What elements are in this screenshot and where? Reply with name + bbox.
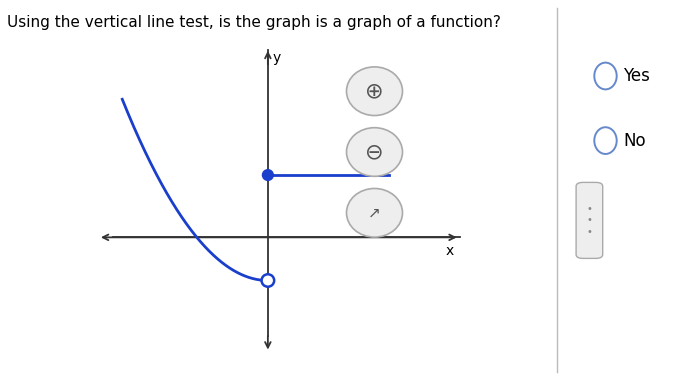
Text: •: •	[587, 204, 592, 214]
Text: y: y	[272, 51, 281, 65]
Text: ⊕: ⊕	[365, 81, 384, 101]
Text: ⊖: ⊖	[365, 142, 384, 162]
Text: Yes: Yes	[623, 67, 650, 85]
Text: No: No	[623, 131, 645, 150]
Text: x: x	[446, 244, 454, 258]
Text: •: •	[587, 215, 592, 225]
Circle shape	[263, 170, 273, 180]
Text: •: •	[587, 227, 592, 237]
Text: ↗: ↗	[368, 205, 381, 220]
Circle shape	[262, 274, 274, 287]
Text: Using the vertical line test, is the graph is a graph of a function?: Using the vertical line test, is the gra…	[7, 15, 501, 30]
